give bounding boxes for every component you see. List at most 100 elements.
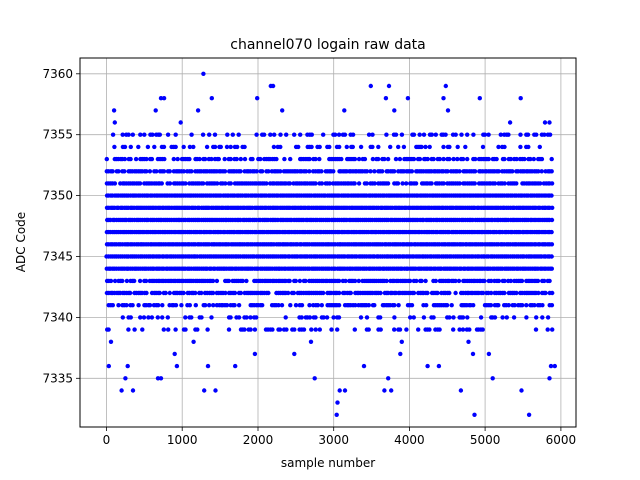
- data-point: [496, 144, 501, 150]
- data-point-outlier: [398, 351, 403, 357]
- data-point: [248, 315, 253, 320]
- data-point: [309, 132, 314, 137]
- data-point: [465, 156, 470, 162]
- data-point: [307, 156, 312, 162]
- data-point: [520, 303, 525, 308]
- data-point-outlier: [335, 400, 340, 405]
- data-point-outlier: [490, 376, 495, 381]
- data-point: [441, 156, 446, 162]
- data-point: [116, 169, 121, 174]
- data-point: [534, 132, 539, 137]
- data-point-outlier: [466, 339, 471, 344]
- x-tick-label: 6000: [546, 433, 577, 447]
- data-point-outlier: [205, 363, 211, 369]
- data-point-outlier: [337, 388, 342, 393]
- data-point: [307, 315, 313, 320]
- data-point: [189, 169, 194, 174]
- data-point: [504, 315, 509, 320]
- data-point: [378, 327, 383, 332]
- data-point-outlier: [202, 388, 207, 393]
- data-point: [154, 169, 159, 174]
- data-point: [380, 169, 385, 174]
- chart-title: channel070 logain raw data: [230, 37, 425, 53]
- x-tick-label: 5000: [470, 433, 501, 447]
- data-point: [441, 181, 446, 186]
- data-point: [212, 132, 218, 137]
- data-point: [364, 315, 370, 320]
- data-point: [409, 303, 415, 308]
- data-point-outlier: [477, 96, 482, 101]
- data-point: [549, 303, 555, 308]
- data-point: [149, 315, 155, 320]
- data-point: [110, 132, 116, 137]
- data-point: [128, 290, 133, 296]
- data-point: [472, 169, 478, 174]
- data-point: [110, 303, 116, 308]
- data-point: [329, 327, 334, 332]
- data-point: [514, 156, 519, 162]
- data-point: [534, 315, 539, 320]
- data-point-outlier: [280, 108, 285, 113]
- data-point: [244, 278, 249, 284]
- data-point: [268, 132, 273, 137]
- data-point: [189, 315, 194, 320]
- data-point: [116, 303, 121, 308]
- data-point: [500, 315, 505, 320]
- data-point: [155, 315, 160, 320]
- data-point: [187, 156, 192, 162]
- data-point: [287, 278, 292, 284]
- data-point-outlier: [399, 339, 404, 344]
- data-point: [132, 327, 137, 332]
- data-point: [270, 327, 275, 332]
- data-point: [163, 290, 168, 296]
- data-point: [414, 278, 419, 284]
- data-point: [511, 315, 517, 320]
- data-point: [549, 242, 555, 247]
- data-point-outlier: [158, 96, 164, 101]
- data-point: [417, 156, 423, 162]
- data-point: [199, 315, 204, 320]
- data-point: [443, 132, 448, 137]
- data-point: [222, 169, 228, 174]
- data-point: [395, 181, 401, 186]
- data-point: [291, 290, 297, 296]
- data-point: [278, 132, 283, 137]
- data-point: [494, 156, 499, 162]
- data-point: [128, 156, 133, 162]
- data-point: [234, 156, 239, 162]
- data-point-outlier: [361, 363, 367, 369]
- data-point: [179, 303, 184, 308]
- data-point: [272, 132, 277, 137]
- data-point: [549, 156, 554, 162]
- data-point: [425, 156, 430, 162]
- data-point: [431, 156, 436, 162]
- y-tick-label: 7350: [42, 189, 73, 203]
- y-tick-label: 7340: [42, 310, 73, 324]
- data-point: [211, 303, 216, 308]
- data-point: [181, 169, 186, 174]
- data-point: [456, 278, 462, 284]
- data-point-outlier: [106, 363, 112, 369]
- data-point: [299, 315, 304, 320]
- data-point: [224, 303, 230, 308]
- data-point: [417, 132, 422, 137]
- data-point: [303, 169, 309, 174]
- data-point: [482, 278, 487, 284]
- data-point: [156, 303, 161, 308]
- data-point: [215, 181, 220, 186]
- data-point: [228, 315, 233, 320]
- data-point: [549, 266, 554, 271]
- data-point: [496, 303, 501, 308]
- data-point: [488, 303, 494, 308]
- data-point: [157, 132, 162, 137]
- data-point: [460, 156, 466, 162]
- data-point: [465, 132, 470, 137]
- data-point-outlier: [552, 363, 557, 369]
- data-point: [433, 278, 438, 284]
- data-point: [449, 303, 454, 308]
- data-point: [370, 144, 375, 150]
- data-point: [288, 156, 293, 162]
- data-point: [471, 132, 476, 137]
- data-point: [228, 181, 233, 186]
